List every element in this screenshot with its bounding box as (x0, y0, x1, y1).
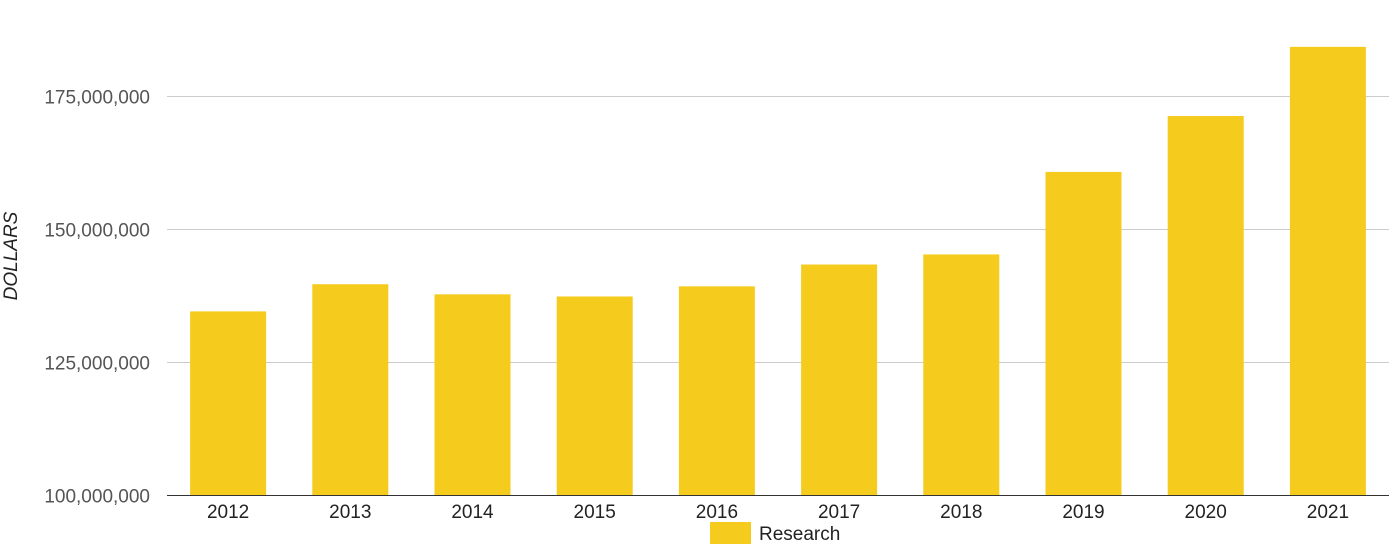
bar-2013[interactable] (312, 284, 389, 495)
x-tick-label: 2016 (696, 502, 738, 523)
bar-2017[interactable] (801, 264, 878, 495)
y-axis-tick-labels: 100,000,000 125,000,000 150,000,000 175,000… (44, 88, 150, 508)
x-tick-label: 2013 (329, 502, 371, 523)
x-tick-label: 2012 (207, 502, 249, 523)
x-tick-label: 2021 (1307, 502, 1349, 523)
y-axis-title: DOLLARS (1, 211, 22, 300)
bar-2018[interactable] (923, 254, 1000, 495)
bar-2015[interactable] (556, 296, 633, 495)
y-tick-label: 150,000,000 (44, 221, 150, 242)
bar-2019[interactable] (1045, 171, 1122, 495)
x-tick-label: 2017 (818, 502, 860, 523)
x-axis-tick-labels: 2012 2013 2014 2015 2016 2017 2018 2019 2020 2021 (207, 502, 1349, 523)
bar-2021[interactable] (1289, 46, 1366, 495)
x-tick-label: 2014 (451, 502, 494, 523)
y-tick-label: 175,000,000 (44, 88, 150, 109)
legend-label: Research (759, 524, 840, 545)
x-tick-label: 2015 (574, 502, 616, 523)
bars (190, 46, 1366, 495)
y-tick-label: 125,000,000 (44, 354, 150, 375)
x-tick-label: 2020 (1185, 502, 1227, 523)
bar-2012[interactable] (190, 311, 267, 495)
bar-2016[interactable] (678, 286, 755, 495)
x-tick-label: 2018 (940, 502, 982, 523)
legend-swatch (710, 522, 751, 544)
x-tick-label: 2019 (1062, 502, 1104, 523)
y-tick-label: 100,000,000 (44, 487, 150, 508)
bar-2014[interactable] (434, 294, 511, 495)
legend[interactable]: Research (710, 522, 840, 545)
bar-2020[interactable] (1167, 116, 1244, 495)
